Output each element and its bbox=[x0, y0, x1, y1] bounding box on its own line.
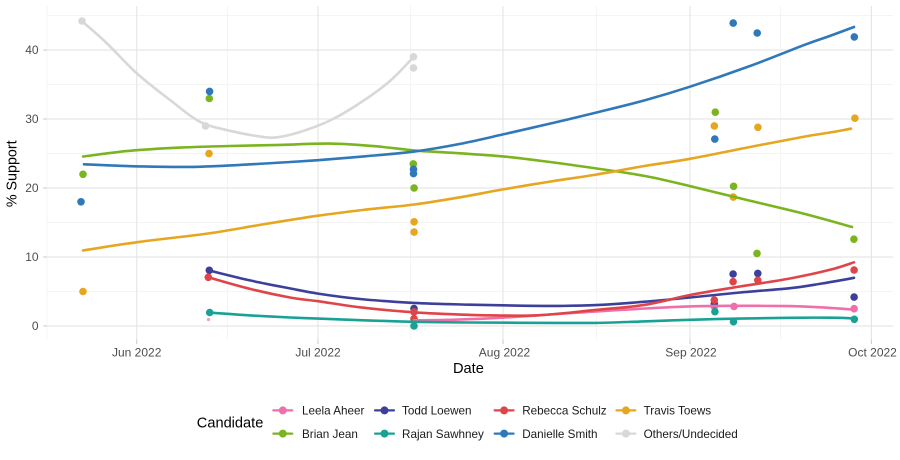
svg-text:Brian Jean: Brian Jean bbox=[302, 428, 358, 441]
svg-text:Rajan Sawhney: Rajan Sawhney bbox=[402, 428, 484, 441]
svg-text:% Support: % Support bbox=[5, 140, 21, 207]
svg-text:Rebecca Schulz: Rebecca Schulz bbox=[522, 405, 607, 418]
svg-text:Jun 2022: Jun 2022 bbox=[112, 346, 162, 360]
svg-text:0: 0 bbox=[32, 319, 39, 333]
svg-text:Todd Loewen: Todd Loewen bbox=[402, 405, 472, 418]
svg-text:Travis Toews: Travis Toews bbox=[644, 405, 712, 418]
svg-text:10: 10 bbox=[25, 250, 39, 264]
svg-text:Jul 2022: Jul 2022 bbox=[295, 346, 341, 360]
svg-text:Others/Undecided: Others/Undecided bbox=[644, 428, 738, 441]
svg-text:Oct 2022: Oct 2022 bbox=[848, 346, 897, 360]
svg-text:Candidate: Candidate bbox=[197, 415, 264, 431]
svg-text:Date: Date bbox=[453, 361, 484, 377]
svg-text:Danielle Smith: Danielle Smith bbox=[522, 428, 597, 441]
svg-text:40: 40 bbox=[25, 43, 39, 57]
svg-text:Aug 2022: Aug 2022 bbox=[479, 346, 531, 360]
svg-text:Leela Aheer: Leela Aheer bbox=[302, 405, 364, 418]
svg-text:30: 30 bbox=[25, 112, 39, 126]
svg-text:20: 20 bbox=[25, 181, 39, 195]
svg-text:Sep 2022: Sep 2022 bbox=[665, 346, 717, 360]
